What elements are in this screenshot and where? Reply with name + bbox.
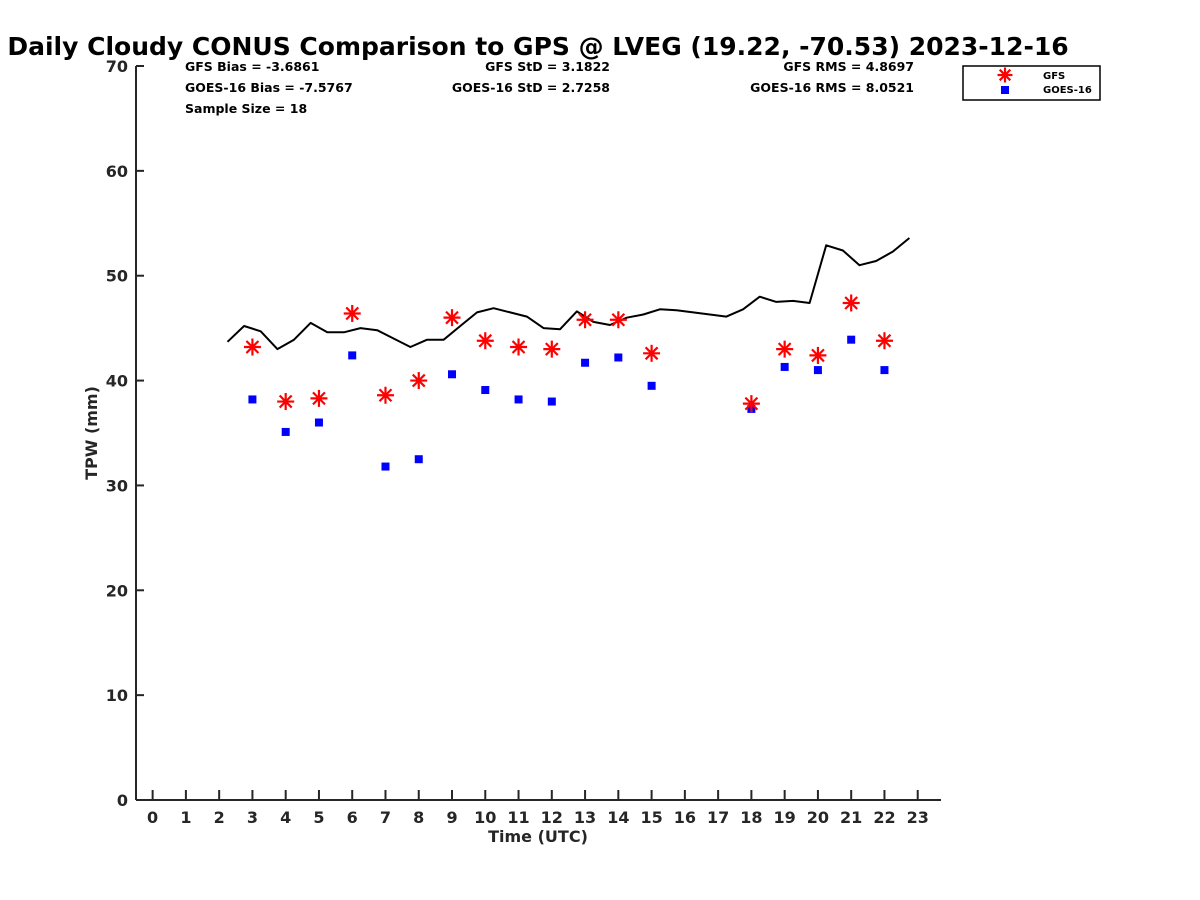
x-tick-label: 22 xyxy=(873,808,895,827)
legend-gfs-asterisk xyxy=(997,67,1013,83)
gfs-point xyxy=(643,344,661,362)
x-tick-label: 19 xyxy=(774,808,796,827)
sample-size-text: Sample Size = 18 xyxy=(185,101,307,116)
y-tick-label: 50 xyxy=(106,267,128,286)
goes-point xyxy=(314,418,323,427)
y-axis-label: TPW (mm) xyxy=(82,386,101,480)
goes-point xyxy=(514,395,523,404)
gfs-point xyxy=(277,393,295,411)
x-tick-label: 20 xyxy=(807,808,829,827)
goes-point xyxy=(481,386,490,395)
gfs-std-text: GFS StD = 3.1822 xyxy=(485,59,610,74)
gfs-point xyxy=(543,340,561,358)
gps-line xyxy=(226,237,911,351)
x-tick-label: 9 xyxy=(446,808,457,827)
gfs-point xyxy=(443,309,461,327)
gfs-point xyxy=(875,332,893,350)
x-axis-label: Time (UTC) xyxy=(488,827,588,846)
goes-point xyxy=(381,462,390,471)
x-tick-label: 12 xyxy=(541,808,563,827)
goes-point xyxy=(348,351,357,360)
goes-point xyxy=(647,381,656,390)
gfs-point xyxy=(510,338,528,356)
x-tick-label: 7 xyxy=(380,808,391,827)
plot-area xyxy=(226,237,911,471)
x-tick-label: 18 xyxy=(740,808,762,827)
x-tick-label: 21 xyxy=(840,808,862,827)
x-tick-label: 13 xyxy=(574,808,596,827)
goes-point xyxy=(780,362,789,371)
legend-gfs-marker xyxy=(997,67,1013,83)
goes-point xyxy=(581,358,590,367)
gfs-point xyxy=(243,338,261,356)
gfs-point xyxy=(310,389,328,407)
legend: GFS GOES-16 xyxy=(962,65,1101,101)
x-tick-label: 15 xyxy=(640,808,662,827)
x-tick-label: 10 xyxy=(474,808,496,827)
y-tick-label: 0 xyxy=(117,791,128,810)
x-tick-label: 0 xyxy=(147,808,158,827)
goes-point xyxy=(547,397,556,406)
x-tick-label: 8 xyxy=(413,808,424,827)
chart-title: Daily Cloudy CONUS Comparison to GPS @ L… xyxy=(7,32,1068,61)
goes-bias-text: GOES-16 Bias = -7.5767 xyxy=(185,80,353,95)
goes-point xyxy=(813,366,822,375)
goes-point xyxy=(414,455,423,464)
gfs-point xyxy=(776,340,794,358)
x-tick-label: 3 xyxy=(247,808,258,827)
x-tick-label: 2 xyxy=(214,808,225,827)
x-tick-label: 11 xyxy=(507,808,529,827)
x-tick-label: 4 xyxy=(280,808,291,827)
goes-point xyxy=(448,370,457,379)
gfs-bias-text: GFS Bias = -3.6861 xyxy=(185,59,319,74)
x-tick-label: 23 xyxy=(907,808,929,827)
y-tick-label: 70 xyxy=(106,57,128,76)
gfs-point xyxy=(842,294,860,312)
legend-goes-label: GOES-16 xyxy=(1043,85,1092,96)
legend-box xyxy=(962,65,1101,101)
gfs-rms-text: GFS RMS = 4.8697 xyxy=(783,59,914,74)
goes-std-text: GOES-16 StD = 2.7258 xyxy=(452,80,610,95)
gfs-point xyxy=(476,332,494,350)
y-tick-label: 40 xyxy=(106,372,128,391)
gfs-point xyxy=(343,304,361,322)
legend-gfs-label: GFS xyxy=(1043,71,1065,82)
gfs-point xyxy=(742,395,760,413)
goes-point xyxy=(847,335,856,344)
goes-point xyxy=(248,395,257,404)
goes-rms-text: GOES-16 RMS = 8.0521 xyxy=(750,80,914,95)
gfs-point xyxy=(576,311,594,329)
x-tick-label: 17 xyxy=(707,808,729,827)
stats-block: GFS Bias = -3.6861 GOES-16 Bias = -7.576… xyxy=(185,59,914,116)
y-tick-label: 10 xyxy=(106,686,128,705)
x-tick-label: 1 xyxy=(180,808,191,827)
y-tick-label: 60 xyxy=(106,162,128,181)
goes-point xyxy=(880,366,889,375)
gfs-point xyxy=(410,372,428,390)
y-tick-label: 30 xyxy=(106,476,128,495)
gfs-point xyxy=(609,311,627,329)
gfs-point xyxy=(809,346,827,364)
legend-goes-marker xyxy=(1001,86,1009,94)
x-tick-label: 6 xyxy=(347,808,358,827)
goes-point xyxy=(281,427,290,436)
goes-point xyxy=(614,353,623,362)
x-tick-label: 14 xyxy=(607,808,629,827)
x-tick-label: 16 xyxy=(674,808,696,827)
x-tick-label: 5 xyxy=(313,808,324,827)
gfs-point xyxy=(376,386,394,404)
y-tick-label: 20 xyxy=(106,581,128,600)
